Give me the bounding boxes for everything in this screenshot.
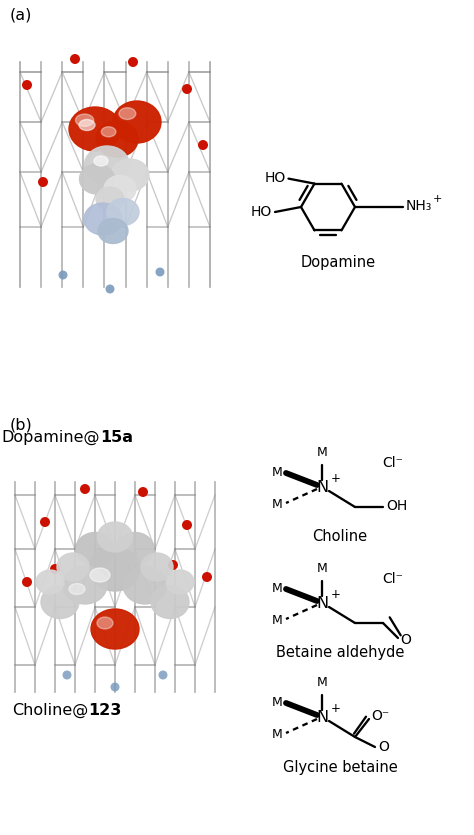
- Text: HO: HO: [251, 205, 272, 219]
- Ellipse shape: [111, 159, 149, 191]
- Circle shape: [80, 484, 90, 494]
- Circle shape: [58, 271, 67, 280]
- Text: N: N: [316, 479, 328, 494]
- Text: 123: 123: [88, 703, 121, 718]
- Ellipse shape: [69, 584, 85, 595]
- Text: (a): (a): [10, 7, 32, 22]
- Circle shape: [182, 520, 192, 530]
- Circle shape: [202, 572, 212, 582]
- Text: HO: HO: [264, 170, 285, 185]
- Text: Betaine aldehyde: Betaine aldehyde: [276, 645, 404, 660]
- Text: N: N: [316, 595, 328, 610]
- Ellipse shape: [63, 566, 107, 604]
- Circle shape: [138, 487, 148, 497]
- Text: O: O: [400, 633, 411, 647]
- Ellipse shape: [80, 164, 115, 194]
- Ellipse shape: [107, 199, 139, 225]
- Circle shape: [22, 80, 32, 90]
- Ellipse shape: [113, 101, 161, 143]
- Text: M: M: [272, 465, 283, 478]
- Ellipse shape: [98, 522, 133, 552]
- Circle shape: [70, 54, 80, 64]
- Circle shape: [50, 564, 60, 574]
- Ellipse shape: [119, 108, 136, 119]
- Circle shape: [182, 84, 192, 94]
- Ellipse shape: [36, 570, 64, 594]
- Ellipse shape: [166, 570, 194, 594]
- Ellipse shape: [94, 156, 108, 166]
- Text: M: M: [317, 446, 328, 459]
- Ellipse shape: [91, 609, 139, 649]
- Circle shape: [198, 140, 208, 150]
- Circle shape: [158, 671, 167, 680]
- Text: M: M: [272, 581, 283, 595]
- Circle shape: [128, 57, 138, 67]
- Circle shape: [168, 560, 178, 570]
- Ellipse shape: [84, 146, 129, 184]
- Text: M: M: [317, 562, 328, 575]
- Text: Choline@: Choline@: [12, 703, 88, 718]
- Text: O: O: [378, 740, 389, 754]
- Ellipse shape: [104, 175, 136, 203]
- Ellipse shape: [84, 203, 122, 235]
- Text: +: +: [433, 194, 442, 204]
- Text: M: M: [272, 498, 283, 510]
- Text: NH₃: NH₃: [406, 199, 432, 213]
- Text: +: +: [331, 473, 341, 485]
- Ellipse shape: [90, 547, 140, 591]
- Ellipse shape: [76, 533, 114, 565]
- Ellipse shape: [151, 585, 189, 619]
- Ellipse shape: [123, 566, 167, 604]
- Text: Dopamine@: Dopamine@: [1, 430, 100, 445]
- Text: +: +: [331, 702, 341, 716]
- Ellipse shape: [97, 617, 113, 629]
- Text: Glycine betaine: Glycine betaine: [283, 760, 397, 775]
- Circle shape: [155, 267, 164, 276]
- Ellipse shape: [75, 114, 94, 126]
- Ellipse shape: [90, 568, 110, 582]
- Text: M: M: [272, 727, 283, 741]
- Ellipse shape: [98, 219, 128, 244]
- Text: OH: OH: [386, 499, 407, 513]
- Text: Cl⁻: Cl⁻: [382, 456, 403, 470]
- Text: N: N: [316, 710, 328, 725]
- Text: +: +: [331, 589, 341, 601]
- Circle shape: [63, 671, 72, 680]
- Text: M: M: [317, 676, 328, 689]
- Text: Cl⁻: Cl⁻: [382, 572, 403, 586]
- Text: O⁻: O⁻: [371, 709, 389, 723]
- Text: M: M: [272, 614, 283, 626]
- Ellipse shape: [79, 119, 95, 130]
- Text: (b): (b): [10, 417, 33, 432]
- Ellipse shape: [69, 107, 121, 151]
- Circle shape: [38, 177, 48, 187]
- Ellipse shape: [116, 533, 154, 565]
- Ellipse shape: [57, 553, 89, 581]
- Ellipse shape: [96, 121, 138, 157]
- Ellipse shape: [101, 127, 116, 137]
- Ellipse shape: [141, 553, 173, 581]
- Circle shape: [40, 517, 50, 527]
- Text: Dopamine: Dopamine: [301, 255, 375, 270]
- Text: 15a: 15a: [100, 430, 133, 445]
- Ellipse shape: [96, 187, 124, 211]
- Circle shape: [110, 682, 119, 691]
- Circle shape: [22, 577, 32, 587]
- Text: Choline: Choline: [312, 529, 367, 544]
- Ellipse shape: [41, 585, 79, 619]
- Text: M: M: [272, 696, 283, 709]
- Circle shape: [106, 285, 115, 293]
